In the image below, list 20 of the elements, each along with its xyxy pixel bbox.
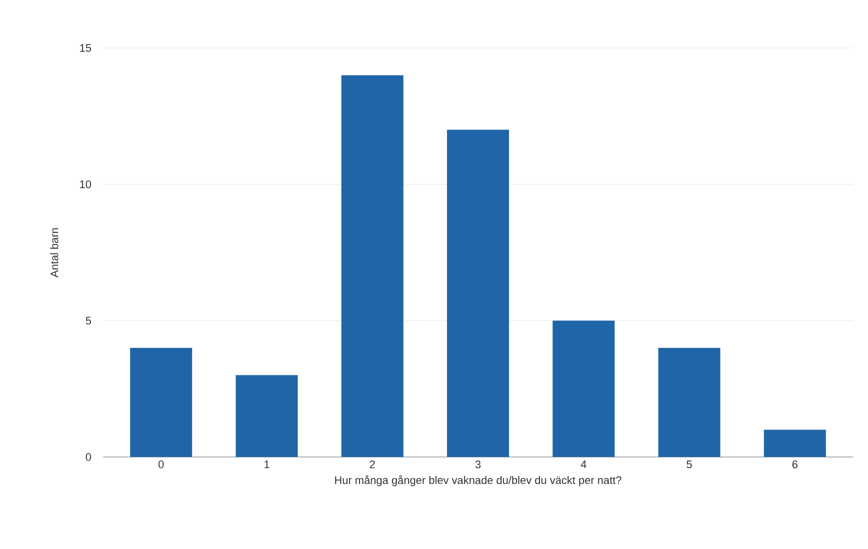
bar [764,430,826,457]
x-tick-label: 2 [370,460,375,468]
bar [130,348,192,457]
x-tick-label: 6 [792,460,798,468]
bar [236,375,298,457]
x-tick-label: 0 [158,460,164,468]
x-tick-label: 5 [686,460,692,468]
bar [447,130,510,457]
y-tick-label: 5 [86,316,92,324]
bar [552,320,615,457]
y-tick-label: 15 [80,44,92,52]
x-tick-label: 3 [475,460,481,468]
y-tick-label: 0 [86,453,92,461]
x-tick-label: 4 [580,460,586,468]
bar [341,75,404,457]
y-tick-label: 10 [80,180,92,188]
x-tick-label: 1 [264,460,270,468]
x-axis-title: Hur många gånger blev vaknade du/blev du väckt per natt? [335,475,622,486]
bar [658,348,720,457]
y-axis-title: Antal barn [50,228,58,278]
